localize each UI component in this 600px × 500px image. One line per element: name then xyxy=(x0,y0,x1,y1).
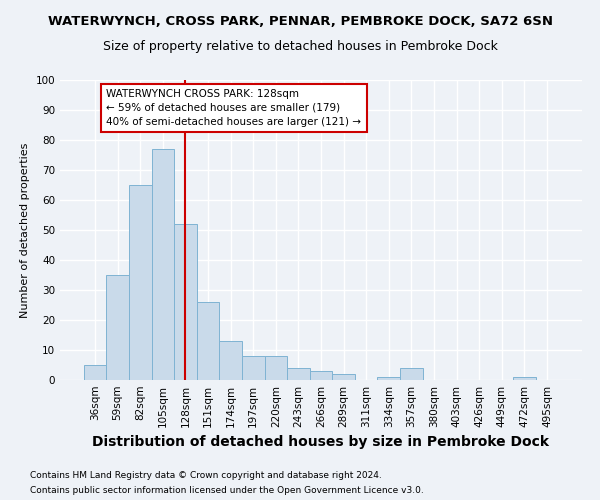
Bar xyxy=(242,356,265,380)
Text: WATERWYNCH CROSS PARK: 128sqm
← 59% of detached houses are smaller (179)
40% of : WATERWYNCH CROSS PARK: 128sqm ← 59% of d… xyxy=(106,89,361,127)
Y-axis label: Number of detached properties: Number of detached properties xyxy=(20,142,30,318)
Bar xyxy=(174,224,197,380)
Bar xyxy=(84,365,106,380)
Bar xyxy=(106,275,129,380)
Bar xyxy=(265,356,287,380)
Bar xyxy=(513,377,536,380)
Bar xyxy=(197,302,220,380)
Text: WATERWYNCH, CROSS PARK, PENNAR, PEMBROKE DOCK, SA72 6SN: WATERWYNCH, CROSS PARK, PENNAR, PEMBROKE… xyxy=(47,15,553,28)
Bar xyxy=(152,149,174,380)
Bar xyxy=(310,371,332,380)
X-axis label: Distribution of detached houses by size in Pembroke Dock: Distribution of detached houses by size … xyxy=(92,436,550,450)
Bar xyxy=(400,368,422,380)
Text: Size of property relative to detached houses in Pembroke Dock: Size of property relative to detached ho… xyxy=(103,40,497,53)
Bar xyxy=(287,368,310,380)
Bar xyxy=(129,185,152,380)
Text: Contains HM Land Registry data © Crown copyright and database right 2024.: Contains HM Land Registry data © Crown c… xyxy=(30,471,382,480)
Text: Contains public sector information licensed under the Open Government Licence v3: Contains public sector information licen… xyxy=(30,486,424,495)
Bar xyxy=(377,377,400,380)
Bar xyxy=(220,341,242,380)
Bar xyxy=(332,374,355,380)
